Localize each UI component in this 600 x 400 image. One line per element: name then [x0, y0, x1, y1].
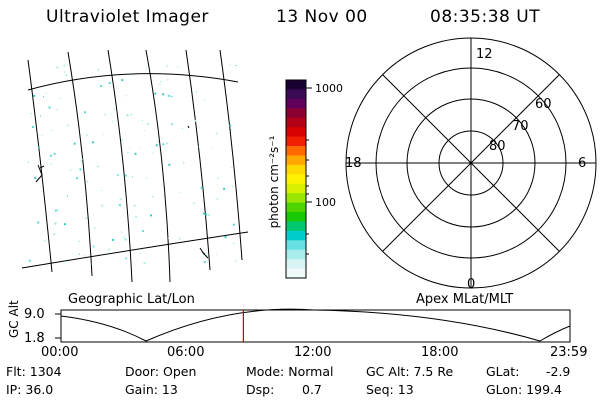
lat-label-70: 70	[512, 119, 529, 134]
timeline-ylabel: GC Alt	[7, 300, 21, 338]
glat-label: GLat:	[486, 364, 520, 379]
gc-alt-value: GC Alt: 7.5 Re	[366, 364, 454, 379]
lat-label-80: 80	[489, 139, 506, 154]
date-label: 13 Nov 00	[276, 7, 368, 27]
mlt-label-0: 0	[467, 277, 476, 292]
lat-label-60: 60	[535, 97, 552, 112]
ip-value: IP: 36.0	[6, 382, 54, 397]
timeline-xtick-1200: 12:00	[294, 345, 332, 360]
flight-number: Flt: 1304	[6, 364, 62, 379]
mlt-label-18: 18	[345, 156, 362, 171]
image-panel-caption: Geographic Lat/Lon	[68, 292, 195, 307]
time-label: 08:35:38 UT	[430, 7, 541, 27]
mode-value: Mode: Normal	[246, 364, 334, 379]
timeline-ytick-label-9: 9.0	[24, 307, 45, 322]
timeline-ytick-label-1.8: 1.8	[24, 331, 45, 346]
glon-value: GLon: 199.4	[486, 382, 562, 397]
mlt-label-12: 12	[476, 47, 493, 62]
timeline-xtick-0600: 06:00	[167, 345, 205, 360]
dsp-value: 0.7	[302, 382, 322, 397]
timeline-xtick-0000: 00:00	[41, 345, 79, 360]
polar-plot-caption: Apex MLat/MLT	[416, 292, 514, 307]
seq-value: Seq: 13	[366, 382, 414, 397]
colorbar-label-100: 100	[315, 196, 336, 209]
timeline-xtick-2359: 23:59	[550, 345, 588, 360]
timeline-xtick-1800: 18:00	[421, 345, 459, 360]
colorbar-label-1000: 1000	[315, 82, 343, 95]
altitude-curve	[60, 308, 571, 342]
mlt-label-6: 6	[578, 156, 587, 171]
gain-value: Gain: 13	[125, 382, 178, 397]
instrument-title: Ultraviolet Imager	[46, 7, 209, 27]
door-status: Door: Open	[125, 364, 197, 379]
dsp-label: Dsp:	[246, 382, 275, 397]
glat-value: -2.9	[546, 364, 571, 379]
